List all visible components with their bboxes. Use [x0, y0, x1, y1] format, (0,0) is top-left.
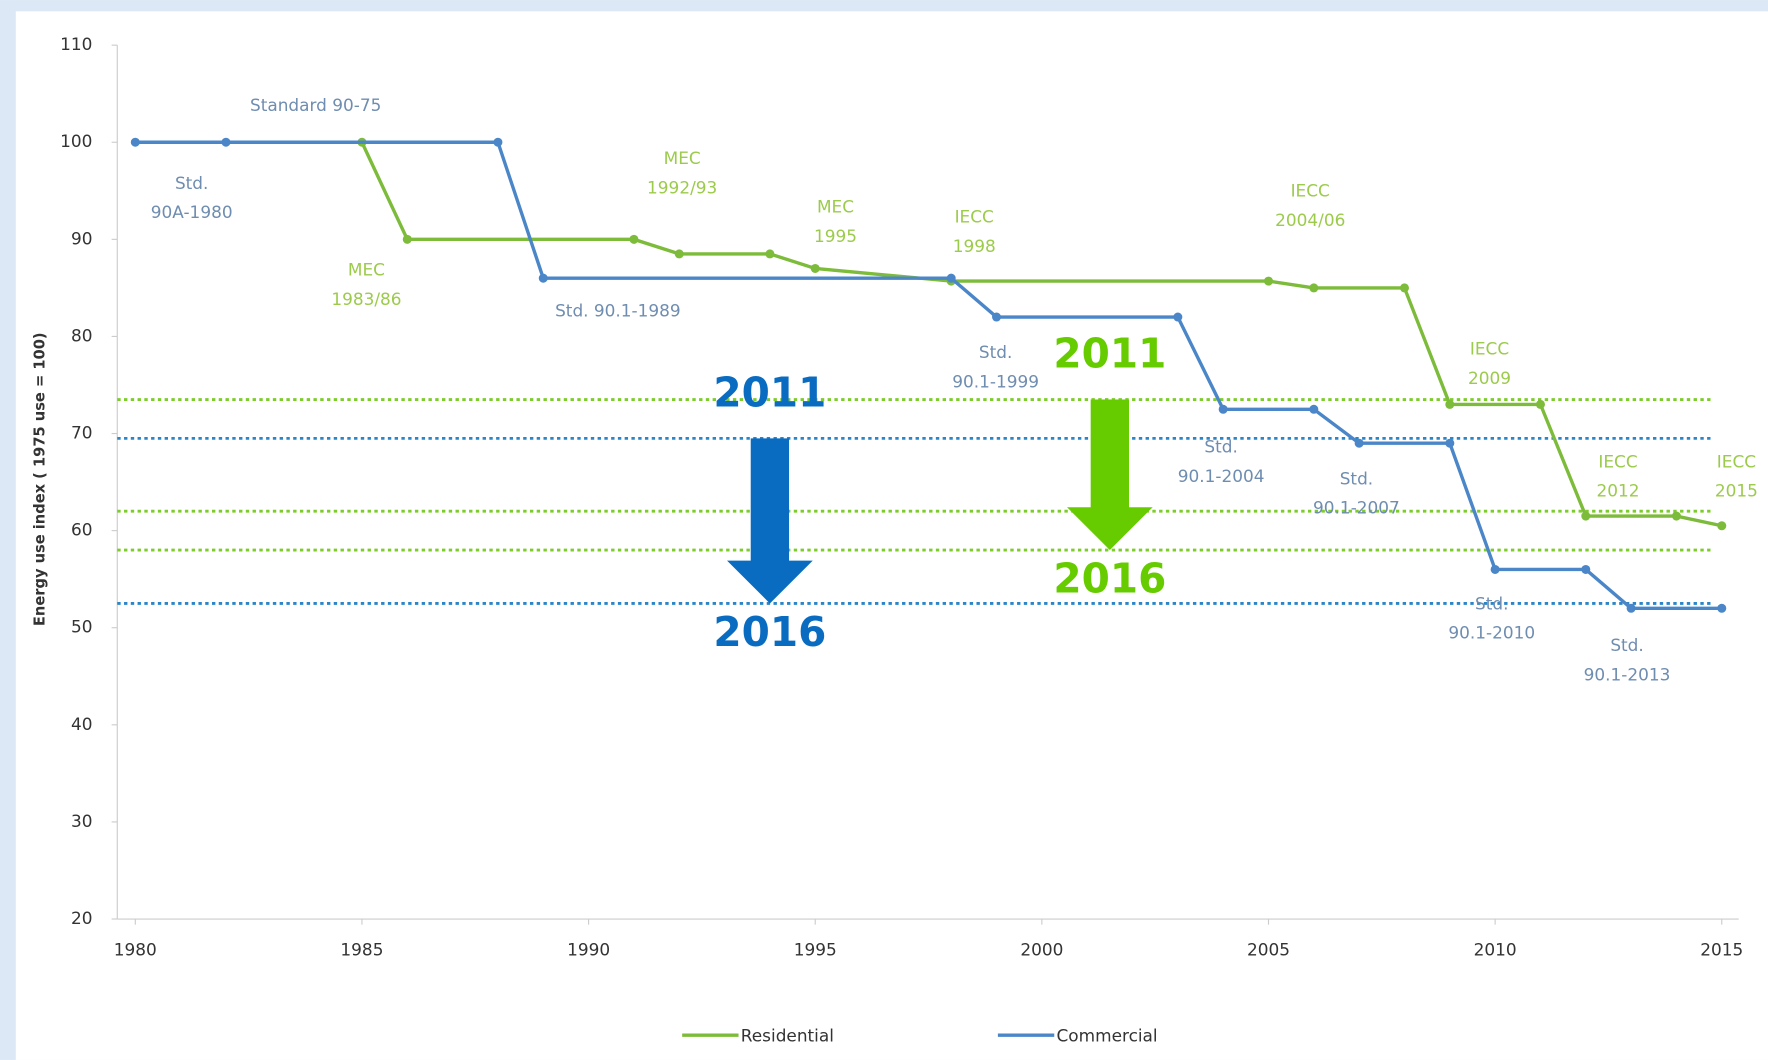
- point: [1399, 283, 1409, 293]
- annotation: Std.: [1204, 437, 1237, 457]
- point: [1535, 399, 1545, 409]
- arrow-label: 2016: [1053, 555, 1166, 603]
- point: [130, 137, 140, 147]
- y-tick-label: 110: [60, 34, 92, 54]
- point: [1581, 564, 1591, 574]
- point: [810, 263, 820, 273]
- point: [538, 273, 548, 283]
- point: [1445, 438, 1455, 448]
- point: [1354, 438, 1364, 448]
- annotation: Std.: [1340, 468, 1373, 488]
- x-tick-label: 2010: [1474, 940, 1517, 960]
- y-tick-label: 100: [60, 131, 92, 151]
- y-tick-label: 50: [71, 617, 93, 637]
- y-tick-label: 90: [71, 228, 93, 248]
- point: [1626, 603, 1636, 613]
- arrow-label: 2011: [1053, 330, 1166, 378]
- annotation: Std.: [1475, 593, 1508, 613]
- annotation: IECC: [955, 207, 994, 227]
- point: [1671, 511, 1681, 521]
- legend-label: Commercial: [1057, 1025, 1158, 1045]
- point: [1717, 603, 1727, 613]
- annotation: IECC: [1291, 181, 1330, 201]
- y-tick-label: 40: [71, 714, 93, 734]
- point: [402, 234, 412, 244]
- point: [493, 137, 503, 147]
- point: [1173, 312, 1183, 322]
- annotation: 1995: [814, 226, 857, 246]
- x-tick-label: 1980: [114, 940, 157, 960]
- annotation: Std. 90.1-1989: [555, 300, 681, 320]
- annotation: IECC: [1717, 451, 1756, 471]
- point: [1263, 276, 1274, 286]
- legend-label: Residential: [741, 1025, 834, 1045]
- x-tick-label: 1985: [340, 940, 383, 960]
- point: [946, 273, 956, 283]
- y-axis-label: Energy use index ( 1975 use = 100): [32, 332, 49, 626]
- annotation: 2015: [1715, 481, 1758, 501]
- annotation: 90.1-2013: [1584, 664, 1671, 684]
- x-tick-label: 1995: [794, 940, 837, 960]
- point: [1717, 521, 1727, 531]
- annotation: IECC: [1470, 339, 1509, 359]
- y-tick-label: 70: [71, 423, 93, 443]
- annotation: MEC: [348, 260, 385, 280]
- x-tick-label: 2015: [1700, 940, 1743, 960]
- y-tick-label: 80: [71, 325, 93, 345]
- annotation: IECC: [1598, 451, 1637, 471]
- annotation: Std.: [979, 342, 1012, 362]
- annotation: 90.1-2007: [1313, 498, 1400, 518]
- annotation: 90.1-2004: [1178, 466, 1265, 486]
- annotation: Std.: [175, 173, 208, 193]
- point: [629, 234, 639, 244]
- point: [674, 249, 684, 259]
- point: [1218, 404, 1228, 414]
- arrow: [727, 438, 813, 604]
- arrow-label: 2016: [713, 608, 826, 656]
- annotation: 2004/06: [1275, 210, 1345, 230]
- x-tick-label: 1990: [567, 940, 610, 960]
- point: [1581, 511, 1591, 521]
- point: [1445, 399, 1455, 409]
- y-tick-label: 20: [71, 908, 93, 928]
- arrow: [1067, 399, 1153, 551]
- annotation: Std.: [1610, 635, 1643, 655]
- y-tick-label: 30: [71, 811, 93, 831]
- annotation: 90A-1980: [151, 202, 233, 222]
- annotation: 90.1-2010: [1448, 623, 1535, 643]
- x-tick-label: 2005: [1247, 940, 1290, 960]
- annotation: Standard 90-75: [250, 95, 381, 115]
- annotation: MEC: [817, 197, 854, 217]
- arrow-label: 2011: [713, 369, 826, 417]
- annotation: 1983/86: [331, 289, 401, 309]
- point: [1309, 404, 1319, 414]
- point: [1490, 564, 1500, 574]
- annotation: 1998: [953, 236, 996, 256]
- point: [221, 137, 231, 147]
- annotation: 90.1-1999: [952, 371, 1039, 391]
- point: [765, 249, 775, 259]
- annotation: MEC: [664, 148, 701, 168]
- point: [992, 312, 1002, 322]
- plot-background: [15, 11, 1768, 1060]
- annotation: 2012: [1597, 481, 1640, 501]
- x-tick-label: 2000: [1020, 940, 1063, 960]
- y-tick-label: 60: [71, 520, 93, 540]
- annotation: 2009: [1468, 368, 1511, 388]
- point: [1309, 283, 1319, 293]
- annotation: 1992/93: [647, 177, 717, 197]
